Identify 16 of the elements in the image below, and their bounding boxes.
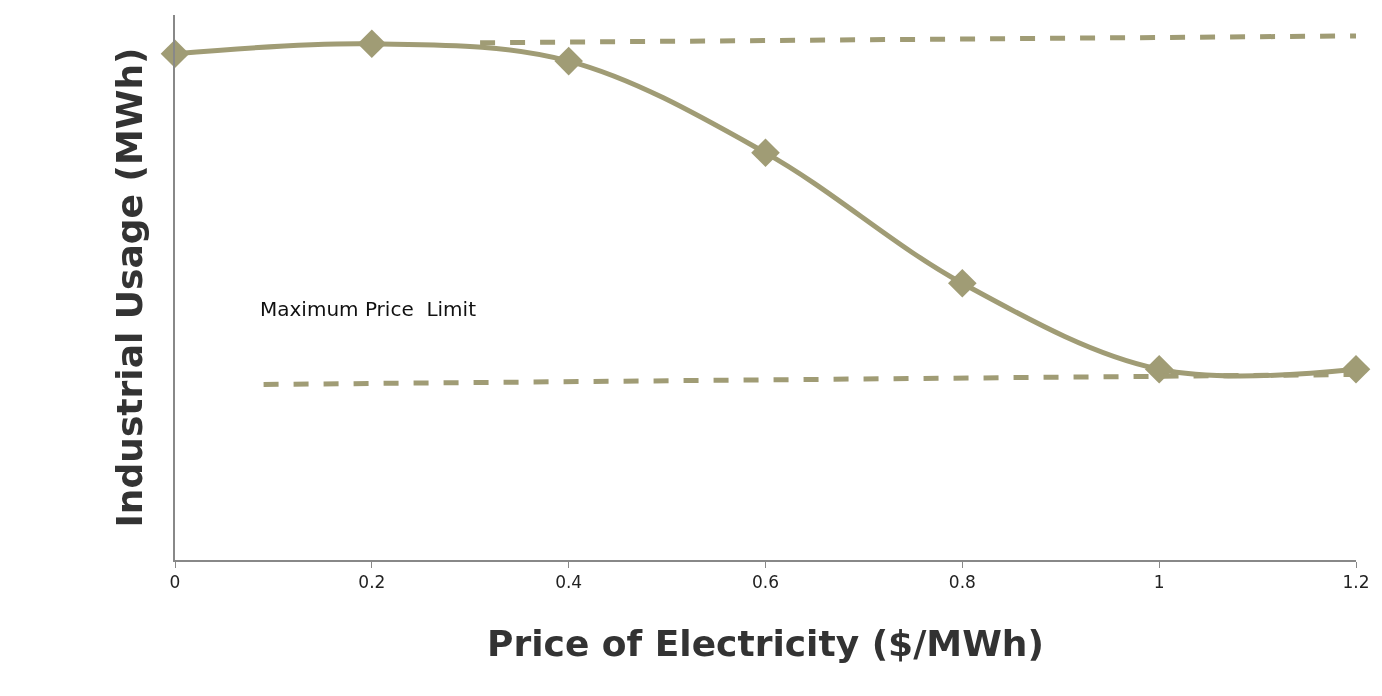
- x-tick-label: 0.4: [555, 572, 583, 593]
- x-tick-label: 0.8: [948, 572, 976, 593]
- y-axis-title: Industrial Usage (MWh): [108, 47, 150, 528]
- x-axis-title: Price of Electricity ($/MWh): [487, 623, 1044, 665]
- x-tick-label: 0.2: [358, 572, 386, 593]
- point: [948, 269, 977, 298]
- x-tick-label: 1: [1153, 572, 1165, 593]
- point: [357, 29, 387, 59]
- x-tick-label: 0.6: [751, 572, 780, 593]
- point: [554, 46, 583, 76]
- point: [751, 138, 780, 168]
- x-tick-label: 1.2: [1342, 572, 1370, 593]
- point: [1144, 354, 1174, 384]
- annotation: Maximum Price Limit: [260, 297, 477, 321]
- x-tick-label: 0: [169, 572, 181, 593]
- point: [1341, 354, 1371, 384]
